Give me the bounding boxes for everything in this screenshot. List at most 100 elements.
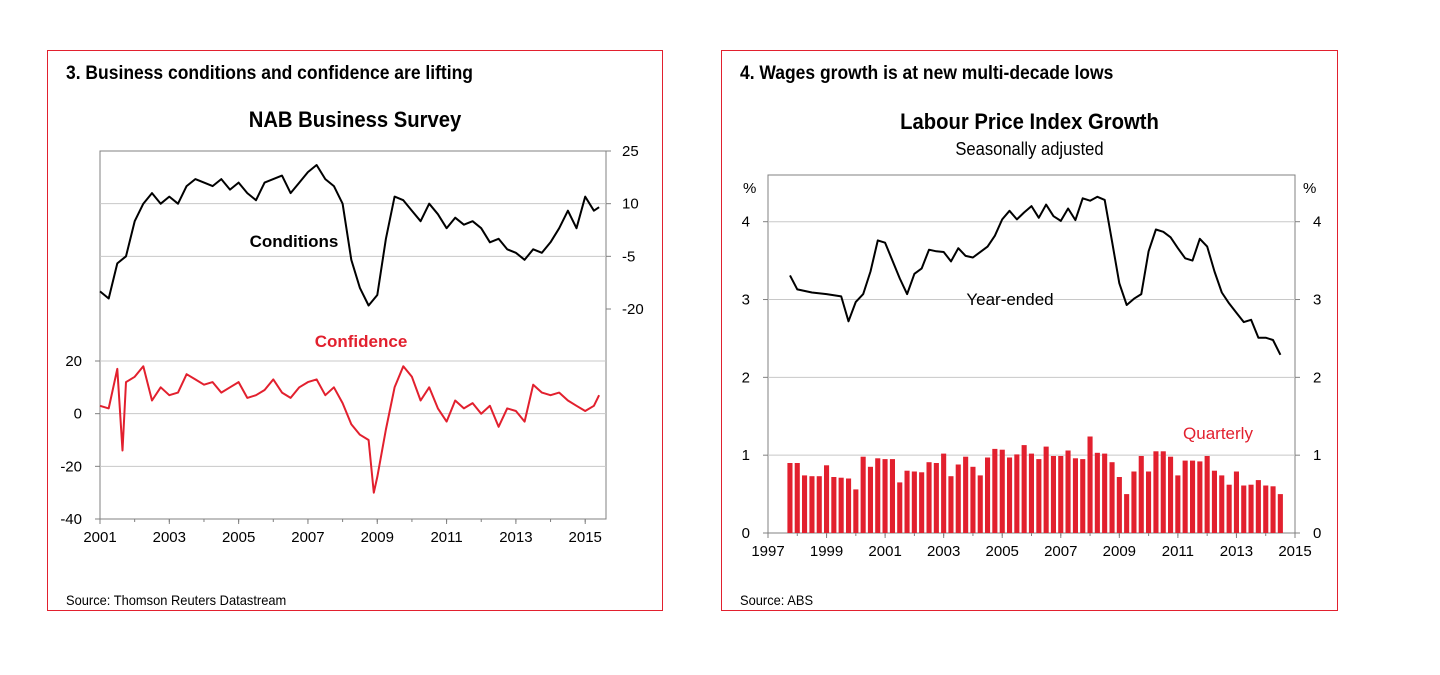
chart-title: NAB Business Survey xyxy=(248,107,462,132)
x-tick-label: 2013 xyxy=(1220,543,1253,560)
x-tick-label: 2015 xyxy=(569,529,602,546)
quarterly-bar xyxy=(1080,459,1086,533)
quarterly-bar xyxy=(933,463,939,533)
quarterly-bar xyxy=(1138,456,1144,533)
source-note: Source: Thomson Reuters Datastream xyxy=(66,592,287,608)
x-tick-label: 2009 xyxy=(1103,543,1136,560)
quarterly-bar xyxy=(787,463,793,533)
x-tick-label: 1999 xyxy=(810,543,843,560)
quarterly-bar xyxy=(809,476,815,533)
quarterly-bar xyxy=(794,463,800,533)
lpi-chart: 0 0 1 1 2 2 3 3 4 4% % 1997 1999 2001 2003 2005 2007 2009… xyxy=(742,174,1321,560)
quarterly-bar xyxy=(860,456,866,533)
quarterly-bar xyxy=(919,472,925,533)
quarterly-bar xyxy=(1226,484,1232,533)
quarterly-bar xyxy=(985,457,991,533)
quarterly-bar xyxy=(853,489,859,533)
quarterly-bar xyxy=(1007,457,1013,533)
quarterly-bar xyxy=(882,459,888,533)
quarterly-bar xyxy=(911,471,917,533)
quarterly-bar xyxy=(926,462,932,533)
quarterly-bar xyxy=(941,453,947,533)
panel-heading: 4. Wages growth is at new multi-decade l… xyxy=(740,63,1114,84)
confidence-label: Confidence xyxy=(315,332,408,351)
x-tick-label: 1997 xyxy=(751,543,784,560)
y-right-tick-label: 4 xyxy=(1313,214,1321,231)
x-tick-label: 2001 xyxy=(868,543,901,560)
quarterly-bar xyxy=(1182,460,1188,533)
quarterly-bar xyxy=(875,458,881,533)
quarterly-bar xyxy=(1211,470,1217,533)
y-right-tick-label: 25 xyxy=(622,143,639,160)
x-tick-label: 2013 xyxy=(499,529,532,546)
quarterly-bar xyxy=(1175,475,1181,533)
quarterly-bar xyxy=(1190,460,1196,533)
quarterly-bar xyxy=(867,466,873,533)
quarterly-bar xyxy=(1233,471,1239,533)
y-right-tick-label: 10 xyxy=(622,196,639,213)
quarterly-bar xyxy=(999,449,1005,533)
x-tick-label: 2003 xyxy=(927,543,960,560)
y-left-tick-label: 3 xyxy=(742,292,750,309)
conditions-label: Conditions xyxy=(250,232,339,251)
year-ended-label: Year-ended xyxy=(966,290,1053,309)
quarterly-bar xyxy=(970,466,976,533)
quarterly-bar xyxy=(1116,477,1122,533)
quarterly-bar xyxy=(1160,451,1166,533)
y-right-tick-label: -5 xyxy=(622,248,635,265)
quarterly-bar xyxy=(1050,456,1056,533)
x-tick-label: 2003 xyxy=(153,529,186,546)
y-right-unit: % xyxy=(1303,180,1316,197)
chart-panel-nab: 3. Business conditions and confidence ar… xyxy=(47,50,663,611)
y-left-tick-label: 4 xyxy=(742,214,750,231)
quarterly-bar xyxy=(1065,450,1071,533)
quarterly-bar xyxy=(1204,456,1210,533)
x-tick-label: 2011 xyxy=(1162,543,1194,560)
quarterly-bar xyxy=(838,477,844,533)
y-left-tick-label: 20 xyxy=(65,353,82,370)
quarterly-bar xyxy=(1036,459,1042,533)
quarterly-bar xyxy=(816,476,822,533)
quarterly-bar xyxy=(1168,456,1174,533)
quarterly-bar xyxy=(1124,494,1130,533)
chart-panel-lpi: 4. Wages growth is at new multi-decade l… xyxy=(721,50,1338,611)
quarterly-bar xyxy=(1153,451,1159,533)
quarterly-label: Quarterly xyxy=(1183,424,1253,443)
y-left-tick-label: 2 xyxy=(742,369,750,386)
y-right-tick-label: 0 xyxy=(1313,525,1321,542)
quarterly-bar xyxy=(1094,452,1100,533)
quarterly-bar xyxy=(846,478,852,533)
quarterly-bar xyxy=(955,464,961,533)
quarterly-bar xyxy=(977,475,983,533)
plot-frame xyxy=(99,150,607,520)
y-left-tick-label: -40 xyxy=(60,511,82,528)
y-left-tick-label: 0 xyxy=(742,525,750,542)
quarterly-bar xyxy=(1072,458,1078,533)
y-right-tick-label: 3 xyxy=(1313,292,1321,309)
quarterly-bar xyxy=(831,477,837,533)
y-right-tick-label: 2 xyxy=(1313,369,1321,386)
quarterly-bar xyxy=(1058,456,1064,533)
quarterly-bar xyxy=(963,456,969,533)
x-tick-label: 2007 xyxy=(1044,543,1077,560)
quarterly-bar xyxy=(948,476,954,533)
conditions-line xyxy=(99,164,600,307)
chart-title: Labour Price Index Growth xyxy=(900,109,1159,134)
panel-heading: 3. Business conditions and confidence ar… xyxy=(66,63,473,84)
quarterly-bar xyxy=(824,465,830,533)
quarterly-bar xyxy=(992,448,998,533)
y-left-tick-label: -20 xyxy=(60,458,82,475)
quarterly-bar xyxy=(1021,445,1027,533)
quarterly-bar xyxy=(1028,453,1034,533)
quarterly-bar xyxy=(1109,462,1115,533)
x-tick-label: 2011 xyxy=(430,529,462,546)
confidence-line xyxy=(99,365,600,494)
quarterly-bar xyxy=(897,482,903,533)
y-right-tick-label: -20 xyxy=(622,301,644,318)
quarterly-bar xyxy=(1255,480,1261,533)
x-tick-label: 2005 xyxy=(986,543,1019,560)
quarterly-bar xyxy=(1263,485,1269,533)
x-tick-label: 2001 xyxy=(83,529,116,546)
quarterly-bar xyxy=(1102,453,1108,533)
